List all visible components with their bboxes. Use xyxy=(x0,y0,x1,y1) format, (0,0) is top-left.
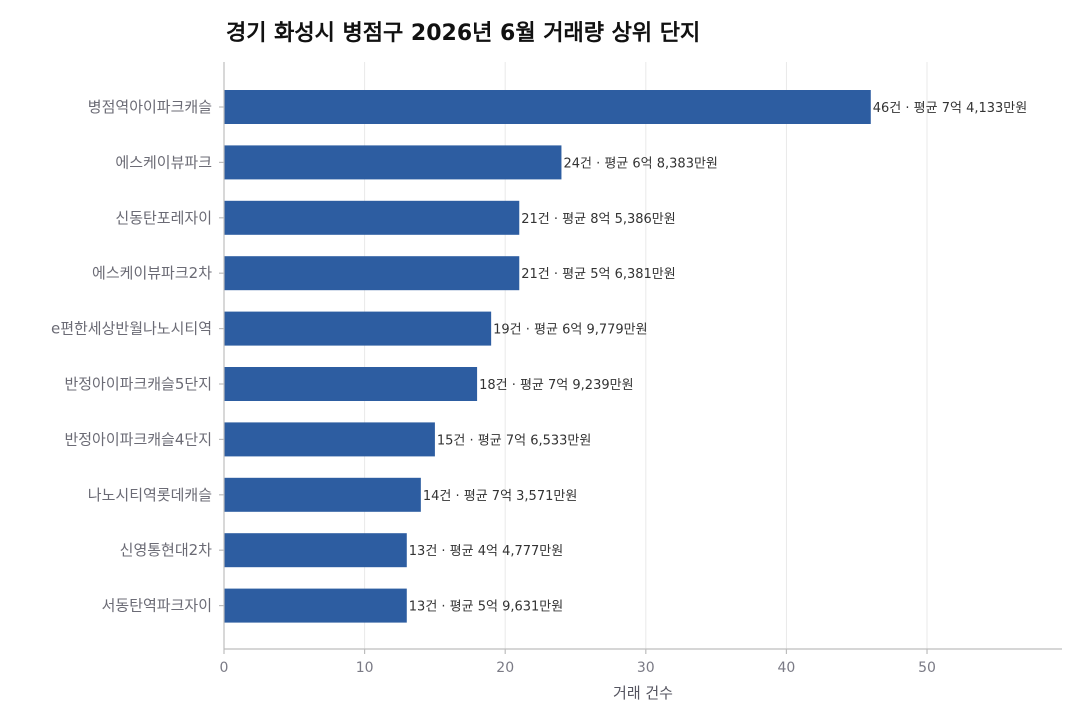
category-label: 에스케이뷰파크2차 xyxy=(92,264,212,282)
category-label: 에스케이뷰파크 xyxy=(115,153,212,171)
bar xyxy=(224,200,520,235)
category-label: 신동탄포레자이 xyxy=(115,209,212,227)
bar xyxy=(224,533,407,568)
x-tick-label: 20 xyxy=(496,660,514,676)
data-label: 14건 · 평균 7억 3,571만원 xyxy=(423,489,577,504)
data-label: 13건 · 평균 5억 9,631만원 xyxy=(409,600,563,615)
bar xyxy=(224,311,492,346)
data-label: 46건 · 평균 7억 4,133만원 xyxy=(873,101,1027,116)
x-tick-label: 50 xyxy=(918,660,936,676)
data-label: 21건 · 평균 5억 6,381만원 xyxy=(521,267,675,282)
bar xyxy=(224,90,871,124)
data-label: 13건 · 평균 4억 4,777만원 xyxy=(409,544,563,559)
bar xyxy=(224,422,435,457)
category-label: e편한세상반월나노시티역 xyxy=(51,320,212,338)
data-label: 19건 · 평균 6억 9,779만원 xyxy=(493,323,647,338)
axes: 0 10 20 30 40 50 병점역아이파크캐슬에스케이뷰파크신동탄포레자이에스케이뷰파… xyxy=(51,62,1062,676)
category-label: 신영통현대2차 xyxy=(120,541,213,559)
category-label: 병점역아이파크캐슬 xyxy=(88,98,212,116)
x-tick-label: 10 xyxy=(356,660,374,676)
category-label: 반정아이파크캐슬5단지 xyxy=(64,375,212,393)
bars: 46건 · 평균 7억 4,133만원 24건 · 평균 6억 8,383만원 21… xyxy=(224,90,1027,623)
chart-title: 경기 화성시 병점구 2026년 6월 거래량 상위 단지 xyxy=(226,21,700,46)
category-label: 서동탄역파크자이 xyxy=(102,597,212,615)
data-label: 15건 · 평균 7억 6,533만원 xyxy=(437,433,591,448)
bar xyxy=(224,477,421,512)
x-tick-label: 40 xyxy=(778,660,796,676)
data-label: 21건 · 평균 8억 5,386만원 xyxy=(521,212,675,227)
bar xyxy=(224,367,478,401)
category-label: 나노시티역롯데캐슬 xyxy=(88,486,212,504)
category-label: 반정아이파크캐슬4단지 xyxy=(64,430,212,448)
x-tick-label: 30 xyxy=(637,660,655,676)
bar xyxy=(224,145,562,180)
x-tick-label: 0 xyxy=(220,660,229,676)
bar xyxy=(224,256,520,291)
data-label: 18건 · 평균 7억 9,239만원 xyxy=(479,378,633,393)
bar xyxy=(224,588,407,623)
x-axis-title: 거래 건수 xyxy=(613,684,673,702)
data-label: 24건 · 평균 6억 8,383만원 xyxy=(563,156,717,171)
